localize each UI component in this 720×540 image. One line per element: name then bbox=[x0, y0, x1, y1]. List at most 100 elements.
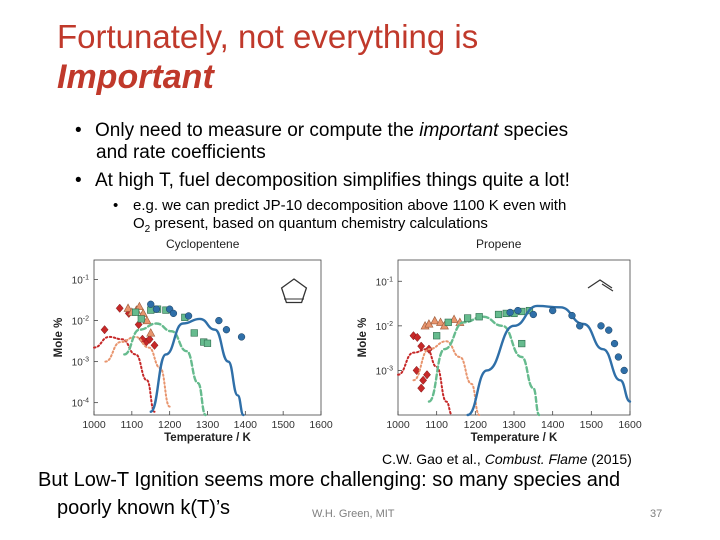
data-point bbox=[475, 313, 483, 321]
sub-bullet-1-text: e.g. we can predict JP-10 decomposition … bbox=[133, 197, 567, 214]
data-point bbox=[222, 326, 231, 334]
data-point bbox=[142, 315, 152, 325]
y-tick-label: 10-4 bbox=[72, 398, 89, 410]
x-tick-label: 1500 bbox=[271, 419, 295, 431]
data-point bbox=[576, 322, 584, 330]
data-point bbox=[597, 322, 605, 330]
data-point bbox=[514, 306, 522, 315]
data-point bbox=[115, 303, 124, 313]
data-point bbox=[413, 332, 422, 343]
x-tick-label: 1400 bbox=[234, 419, 258, 431]
chart-title: Propene bbox=[476, 237, 522, 251]
double-bond-icon bbox=[601, 283, 614, 292]
bullet-1-text-pre: Only need to measure or compute the bbox=[95, 120, 420, 141]
y-tick-label: 10-1 bbox=[376, 276, 393, 288]
x-tick-label: 1200 bbox=[464, 419, 488, 431]
x-tick-label: 1300 bbox=[502, 419, 526, 431]
bullet-1-text-emphasis: important bbox=[419, 120, 499, 141]
series-curve bbox=[149, 317, 245, 417]
data-point bbox=[137, 315, 145, 323]
sub-bullet-1: • e.g. we can predict JP-10 decomposition… bbox=[113, 197, 566, 215]
data-point bbox=[134, 301, 144, 311]
data-point bbox=[436, 317, 446, 326]
bullet-2: • At high T, fuel decomposition simplifie… bbox=[75, 170, 570, 192]
data-point bbox=[184, 312, 193, 320]
sub-bullet-text-post: present, based on quantum chemistry calc… bbox=[150, 215, 488, 232]
data-point bbox=[417, 383, 426, 393]
data-point bbox=[169, 309, 178, 318]
data-point bbox=[463, 314, 472, 322]
chart-title: Cyclopentene bbox=[166, 237, 240, 251]
bullet-1-text-post: species bbox=[498, 120, 569, 141]
x-axis-label: Temperature / K bbox=[164, 432, 251, 444]
y-axis-label: Mole % bbox=[53, 318, 65, 358]
data-point bbox=[433, 332, 441, 340]
bottom-text-line1: But Low-T Ignition seems more challengin… bbox=[38, 469, 621, 491]
x-tick-label: 1200 bbox=[158, 419, 182, 431]
data-point bbox=[145, 334, 154, 344]
x-tick-label: 1000 bbox=[82, 419, 106, 431]
data-point bbox=[620, 366, 628, 375]
data-point bbox=[494, 310, 503, 319]
page-number: 37 bbox=[650, 508, 663, 520]
bullet-2-text: At high T, fuel decomposition simplifies… bbox=[95, 170, 570, 191]
series-curve bbox=[466, 304, 632, 417]
x-axis-label: Temperature / K bbox=[471, 432, 558, 444]
data-point bbox=[614, 353, 623, 361]
data-point bbox=[147, 300, 155, 308]
data-point bbox=[419, 375, 428, 385]
data-point bbox=[518, 339, 526, 348]
y-tick-label: 10-2 bbox=[72, 316, 89, 328]
footer-author: W.H. Green, MIT bbox=[312, 508, 395, 520]
bullet-dot: • bbox=[75, 120, 82, 141]
slide-title-line2: Important bbox=[57, 58, 214, 96]
bullet-dot: • bbox=[75, 170, 82, 191]
sub-bullet-1-continuation: O2 present, based on quantum chemistry c… bbox=[133, 215, 488, 239]
plot-frame bbox=[93, 259, 322, 416]
citation-journal: Combust. Flame bbox=[484, 451, 588, 467]
data-point bbox=[506, 308, 514, 317]
data-point bbox=[449, 314, 459, 323]
data-point bbox=[203, 339, 212, 347]
data-point bbox=[150, 340, 159, 350]
bullet-dot: • bbox=[113, 197, 119, 214]
x-tick-label: 1100 bbox=[121, 419, 144, 431]
series-curve bbox=[412, 340, 481, 416]
data-point bbox=[146, 328, 156, 337]
data-point bbox=[610, 339, 619, 348]
y-tick-label: 10-2 bbox=[376, 321, 393, 333]
y-axis-label: Mole % bbox=[357, 318, 369, 358]
x-tick-label: 1500 bbox=[580, 419, 604, 431]
y-tick-label: 10-3 bbox=[72, 357, 89, 369]
data-point bbox=[423, 370, 431, 380]
slide-title-line1: Fortunately, not everything is bbox=[57, 18, 479, 55]
data-point bbox=[190, 329, 198, 337]
data-point bbox=[237, 333, 246, 341]
sub-bullet-text-pre: O bbox=[133, 215, 145, 232]
y-tick-label: 10-1 bbox=[72, 275, 89, 287]
x-tick-label: 1600 bbox=[309, 419, 333, 431]
data-point bbox=[100, 325, 109, 335]
data-point bbox=[529, 310, 537, 319]
cyclopentene-structure-icon bbox=[280, 278, 308, 304]
bullet-1: • Only need to measure or compute the imp… bbox=[75, 120, 568, 142]
data-point bbox=[605, 326, 613, 334]
bottom-text-line2: poorly known k(T)’s bbox=[57, 497, 231, 519]
data-point bbox=[549, 306, 557, 315]
citation-authors: C.W. Gao et al., bbox=[382, 451, 485, 467]
series-curve bbox=[123, 322, 207, 417]
x-tick-label: 1600 bbox=[618, 419, 642, 431]
x-tick-label: 1300 bbox=[196, 419, 220, 431]
data-point bbox=[152, 305, 161, 313]
data-point bbox=[444, 318, 452, 326]
series-curve bbox=[93, 335, 156, 413]
data-point bbox=[123, 303, 133, 312]
propene-structure-icon bbox=[587, 279, 613, 289]
bullet-1-continuation: and rate coefficients bbox=[96, 142, 266, 163]
data-point bbox=[430, 315, 440, 325]
data-point bbox=[132, 308, 140, 316]
series-curve bbox=[427, 315, 541, 417]
series-curve bbox=[397, 348, 454, 416]
data-point bbox=[417, 341, 426, 351]
